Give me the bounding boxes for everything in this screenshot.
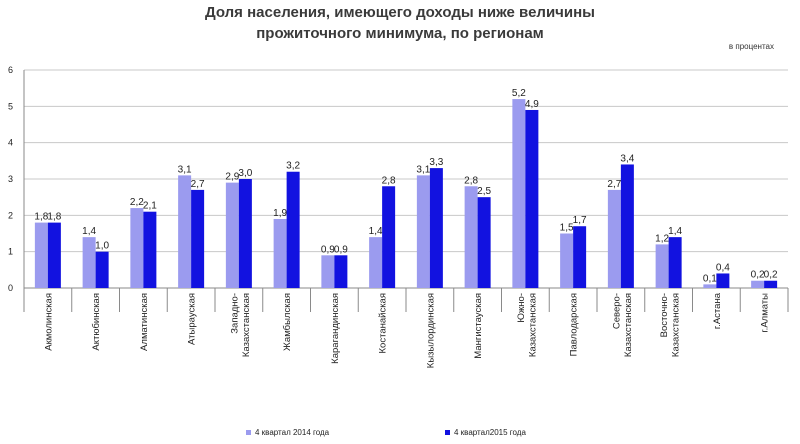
data-label: 1,7 [573,215,587,226]
y-tick-label: 4 [8,138,13,148]
data-label: 0,4 [716,262,730,273]
data-label: 2,8 [382,175,396,186]
x-tick-label: Акмолинская [43,293,54,351]
data-label: 2,5 [477,186,491,197]
bar [703,284,717,288]
data-label: 3,2 [286,161,300,172]
x-tick-label: Северо-Казахстанская [611,293,634,357]
bar [573,226,587,288]
bar [178,175,192,288]
x-tick-label: г.Астана [712,292,723,329]
bar [560,233,574,288]
bar [382,186,396,288]
data-label: 1,0 [95,241,109,252]
bar [130,208,144,288]
chart-title: Доля населения, имеющего доходы ниже вел… [0,2,800,44]
data-label: 1,4 [668,226,682,237]
data-label: 2,2 [130,197,144,208]
data-label: 3,1 [178,164,192,175]
bar [764,280,778,288]
bar [369,237,383,288]
data-label: 3,3 [429,157,443,168]
data-label: 3,1 [416,164,430,175]
bar [95,251,109,288]
bar [143,211,157,288]
x-tick-label: Кызылординская [425,293,436,368]
bar [321,255,335,288]
x-tick-label: Южно-Казахстанская [516,293,539,357]
y-tick-label: 1 [8,247,13,257]
data-label: 2,7 [191,179,205,190]
bar [47,222,61,288]
data-label: 1,5 [560,223,574,234]
legend-label-2014: 4 квартал 2014 года [255,428,330,437]
data-label: 2,8 [464,175,478,186]
x-tick-label: Павлодарская [569,293,580,356]
data-label: 1,8 [47,212,61,223]
bar [191,189,205,288]
bar [334,255,348,288]
legend-item-2014: 4 квартал 2014 года [246,428,329,437]
bar [620,164,634,288]
bar [273,218,287,288]
bar [416,175,430,288]
unit-note: в процентах [728,42,774,51]
bar [655,244,669,288]
bar [82,237,96,288]
data-label: 1,4 [369,226,383,237]
x-tick-label: Мангистауская [473,293,484,359]
data-label: 0,2 [751,270,765,281]
x-tick-label: Западно-Казахстанская [229,293,252,357]
bar [225,182,239,288]
data-label: 1,4 [82,226,96,237]
legend-label-2015: 4 квартал2015 года [454,428,526,437]
bar [238,179,252,288]
bar [525,109,539,288]
bar [477,197,491,288]
bar [716,273,730,288]
bar [512,99,526,288]
data-label: 5,2 [512,88,526,99]
bar [286,171,300,288]
chart-title-line-1: Доля населения, имеющего доходы ниже вел… [205,4,595,21]
bar [429,168,443,288]
legend-swatch-2015 [445,430,450,435]
data-label: 0,9 [321,244,335,255]
x-tick-label: Восточно-Казахстанская [659,293,682,357]
legend-swatch-2014 [246,430,251,435]
data-label: 0,9 [334,244,348,255]
data-label: 2,7 [607,179,621,190]
x-tick-label: Карагандинская [330,293,341,364]
data-label: 3,4 [620,153,634,164]
x-tick-label: Алматинская [139,293,150,351]
bar [464,186,478,288]
x-tick-label: Актюбинская [91,293,102,351]
legend-item-2015: 4 квартал2015 года [445,428,526,437]
x-tick-label: г.Алматы [760,293,771,333]
x-tick-label: Атырауская [187,293,198,345]
bar [34,222,48,288]
bar [668,237,682,288]
y-tick-label: 0 [8,283,13,293]
bar [607,189,621,288]
chart-title-line-2: прожиточного минимума, по регионам [256,25,544,42]
bar [751,280,765,288]
x-tick-label: Жамбылская [282,293,293,351]
data-label: 4,9 [525,99,539,110]
data-label: 2,9 [225,172,239,183]
y-tick-label: 2 [8,210,13,220]
y-tick-label: 5 [8,101,13,111]
x-tick-label: Костанайская [378,293,389,353]
data-label: 1,9 [273,208,287,219]
y-tick-label: 6 [8,65,13,75]
y-tick-label: 3 [8,174,13,184]
data-label: 1,2 [655,233,669,244]
data-label: 0,2 [764,270,778,281]
data-label: 2,1 [143,201,157,212]
data-label: 3,0 [238,168,252,179]
data-label: 0,1 [703,273,717,284]
data-label: 1,8 [34,212,48,223]
